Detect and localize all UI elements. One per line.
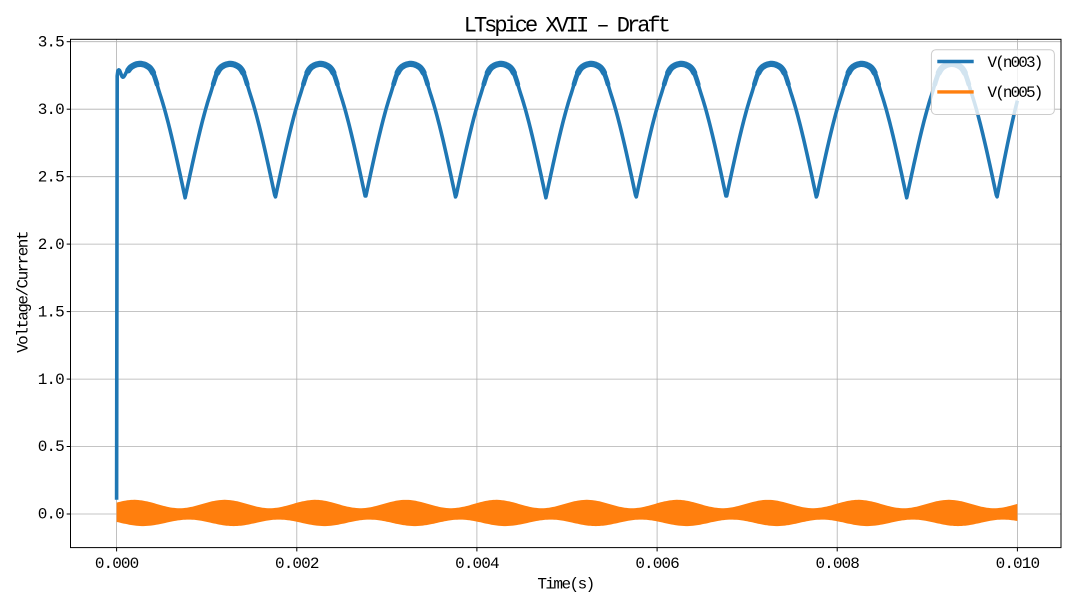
svg-text:2.5: 2.5: [38, 168, 64, 186]
svg-text:Voltage/Current: Voltage/Current: [15, 232, 33, 353]
svg-text:V(n003): V(n003): [988, 54, 1042, 72]
svg-text:0.0: 0.0: [38, 506, 64, 524]
svg-text:V(n005): V(n005): [988, 84, 1042, 102]
svg-text:2.0: 2.0: [38, 236, 64, 254]
svg-text:LTspice XVII – Draft: LTspice XVII – Draft: [464, 14, 669, 39]
svg-text:0.008: 0.008: [815, 555, 859, 573]
svg-text:0.002: 0.002: [275, 555, 319, 573]
svg-text:Time(s): Time(s): [537, 576, 593, 594]
svg-text:0.010: 0.010: [996, 555, 1040, 573]
svg-text:0.000: 0.000: [95, 555, 139, 573]
svg-text:3.5: 3.5: [38, 33, 64, 51]
svg-text:0.006: 0.006: [635, 555, 679, 573]
svg-text:3.0: 3.0: [38, 101, 64, 119]
svg-text:0.5: 0.5: [38, 438, 64, 456]
svg-text:1.5: 1.5: [38, 303, 64, 321]
svg-text:0.004: 0.004: [455, 555, 499, 573]
svg-text:1.0: 1.0: [38, 371, 64, 389]
